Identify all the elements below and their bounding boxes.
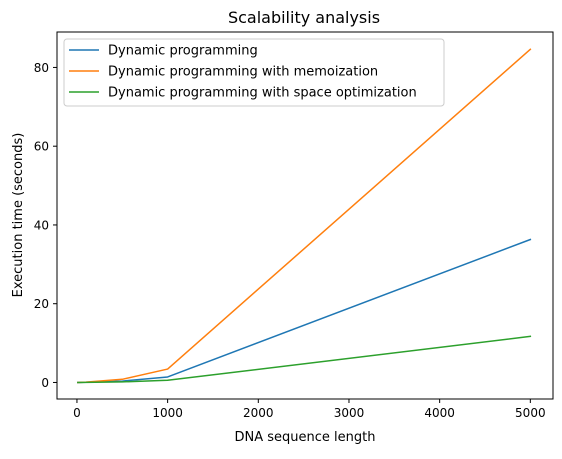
x-tick-label: 5000 xyxy=(515,406,546,420)
legend-items: Dynamic programming Dynamic programming w… xyxy=(69,44,417,101)
y-tick-label: 20 xyxy=(34,297,49,311)
y-axis: 0 20 40 60 80 xyxy=(34,61,57,390)
legend-label-2: Dynamic programming with memoization xyxy=(108,65,378,80)
plot-frame xyxy=(56,31,554,400)
x-tick-label: 2000 xyxy=(243,406,274,420)
legend-label-1: Dynamic programming xyxy=(108,44,258,59)
x-tick-label: 1000 xyxy=(152,406,183,420)
y-axis-label: Execution time (seconds) xyxy=(11,133,26,298)
x-tick-label: 0 xyxy=(73,406,81,420)
y-tick-label: 80 xyxy=(34,61,49,75)
legend-label-3: Dynamic programming with space optimizat… xyxy=(108,86,417,101)
series-lines xyxy=(77,48,532,384)
series-line-3 xyxy=(77,335,532,384)
y-tick-label: 40 xyxy=(34,218,49,232)
x-tick-label: 3000 xyxy=(334,406,365,420)
chart-title: Scalability analysis xyxy=(228,8,380,27)
series-line-1 xyxy=(77,238,532,384)
x-tick-label: 4000 xyxy=(424,406,455,420)
y-tick-label: 60 xyxy=(34,140,49,154)
x-axis-label: DNA sequence length xyxy=(235,430,376,445)
y-tick-label: 0 xyxy=(41,376,49,390)
x-axis: 0 1000 2000 3000 4000 5000 xyxy=(73,399,546,420)
legend: Dynamic programming Dynamic programming w… xyxy=(63,38,445,107)
legend-box xyxy=(63,38,445,107)
